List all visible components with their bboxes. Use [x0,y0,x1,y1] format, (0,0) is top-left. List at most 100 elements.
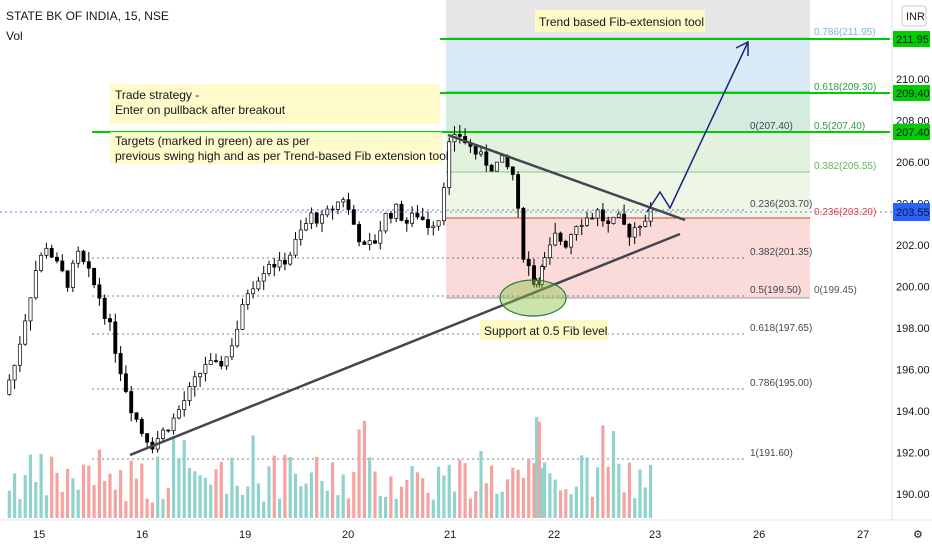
settings-icon[interactable]: ⚙ [913,529,923,541]
projection-arrow[interactable] [646,40,749,213]
candle-body [33,270,38,299]
volume-bar [474,491,478,518]
candle-body [616,213,621,218]
candle-body [378,230,383,244]
volume-bar [638,469,642,518]
candle-body [431,225,436,229]
candle-body [245,293,250,305]
volume-bar [447,464,451,518]
candle-body [97,284,102,299]
volume-bar [490,465,494,518]
candle-body [457,134,462,137]
target-price-badges: 211.95 209.40 207.40 [893,31,930,140]
candle-body [240,304,245,330]
candle-body [362,241,367,245]
time-tick-label: 19 [239,529,251,541]
strategy-line-1: Trade strategy - [115,88,199,102]
volume-bar [320,480,324,518]
volume-bar [415,472,419,518]
volume-bar [505,479,510,518]
volume-bar [484,483,488,518]
ext-label-0618: 0.618(209.30) [814,82,876,93]
candle-body [330,208,335,211]
volume-bar [34,482,38,518]
volume-bar [389,476,393,518]
candle-body [60,260,65,272]
candle-body [410,212,415,224]
candle-body [171,417,176,432]
candle-body [187,386,192,401]
currency-button[interactable] [901,5,927,27]
volume-bar [452,491,457,518]
candle-body [394,203,399,219]
candle-body [521,207,526,260]
volume-bar [23,474,27,518]
volume-bar [129,460,133,518]
candle-body [23,320,28,345]
candle-body [367,240,372,245]
support-ellipse[interactable] [499,279,567,317]
candle-body [553,232,558,246]
candle-body [44,247,49,256]
volume-bar [156,456,160,518]
candle-body [139,419,144,434]
volume-bar [611,431,616,518]
candle-body [55,256,59,262]
volume-bars [7,416,653,518]
candle-body [92,267,97,286]
candle-body [214,360,218,362]
candle-body [219,360,224,367]
candle-body [600,209,605,222]
candle-body [224,356,229,367]
volume-bar [182,440,186,518]
volume-bar [458,459,462,518]
candle-body [208,360,213,365]
volume-bar [18,499,22,518]
candle-body [539,266,544,285]
candle-body [304,223,309,231]
candle-body [298,229,303,240]
fib-label-0382: 0.382(201.35) [750,247,812,258]
volume-bar [540,467,544,518]
volume-bar [76,489,80,518]
volume-bar [7,490,11,518]
time-tick-label: 16 [136,529,148,541]
time-tick-label: 23 [649,529,661,541]
ext-label-0236: 0.236(203.20) [814,207,876,218]
candlesticks [7,125,653,454]
volume-bar [230,457,234,518]
fib-extension-labels: 0.786(211.95) 0.618(209.30) 0.5(207.40) … [814,27,876,296]
volume-bar [145,498,149,518]
candle-body [145,433,150,443]
price-tick-label: 210.00 [896,74,930,86]
candle-body [441,187,446,222]
candle-body [622,213,627,225]
candle-body [235,328,240,347]
price-tick-label: 194.00 [896,406,930,418]
volume-bar [521,477,525,518]
price-axis[interactable]: INR 190.00 192.00 194.00 196.00 198.00 200.00… [891,0,930,520]
price-tick-label: 202.00 [896,240,930,252]
volume-bar [262,501,266,518]
volume-bar [87,465,91,518]
fib-label-05: 0.5(199.50) [750,285,801,296]
fib-label-0786: 0.786(195.00) [750,378,812,389]
volume-bar [633,498,637,518]
volume-bar [219,461,223,518]
descending-trendline[interactable] [447,133,686,222]
candle-body [569,234,574,248]
volume-bar [198,475,202,518]
volume-bar [331,462,335,518]
candle-body [314,212,319,224]
candle-body [579,224,584,227]
time-tick-labels[interactable]: 15 16 19 20 21 22 23 26 27 [33,529,869,541]
strategy-line-2: Enter on pullback after breakout [115,103,286,117]
candle-body [648,207,653,222]
volume-bar [309,472,313,518]
candle-body [282,259,287,265]
volume-bar [150,502,154,518]
ascending-trendline[interactable] [129,232,681,457]
volume-bar [119,469,123,518]
price-tick-label: 196.00 [896,365,930,377]
